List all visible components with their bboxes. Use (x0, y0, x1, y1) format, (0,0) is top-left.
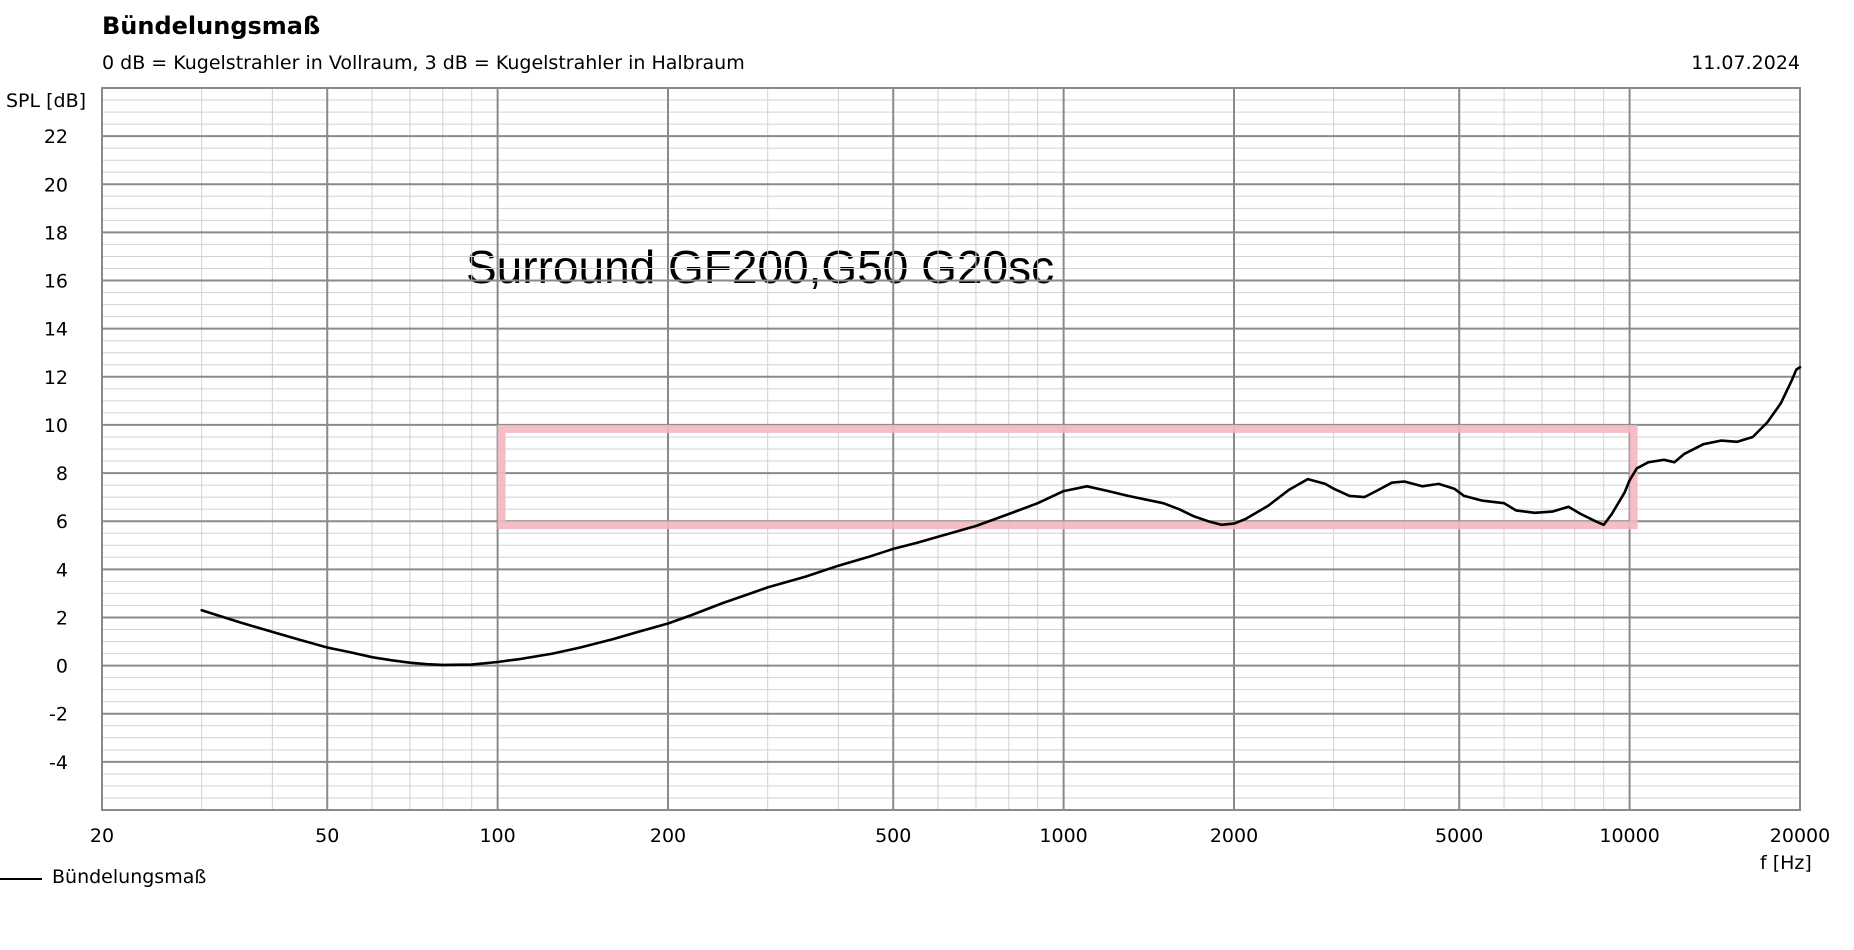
y-tick-label: 12 (44, 367, 68, 389)
series-layer (200, 365, 1802, 667)
y-tick-label: 20 (44, 174, 68, 196)
y-tick-label: 22 (44, 126, 68, 148)
x-tick-label: 50 (315, 825, 339, 847)
legend-entry: Bündelungsmaß (52, 866, 207, 888)
y-tick-label: 2 (56, 607, 68, 629)
x-axis-label: f [Hz] (1760, 852, 1812, 874)
minor-grid (102, 88, 1800, 810)
y-tick-label: 18 (44, 222, 68, 244)
x-tick-label: 5000 (1435, 825, 1483, 847)
x-tick-label: 500 (875, 825, 911, 847)
x-tick-label: 20000 (1770, 825, 1830, 847)
x-tick-label: 100 (479, 825, 515, 847)
y-tick-label: 8 (56, 463, 68, 485)
y-tick-label: -4 (49, 752, 68, 774)
x-tick-label: 1000 (1039, 825, 1087, 847)
y-tick-labels: -4 -2 0 2 4 6 8 10 12 14 16 18 20 22 (44, 126, 68, 774)
y-tick-label: 6 (56, 511, 68, 533)
x-tick-label: 20 (90, 825, 114, 847)
y-tick-label: 16 (44, 271, 68, 293)
y-tick-label: 4 (56, 559, 68, 581)
x-tick-label: 200 (650, 825, 686, 847)
chart-date: 11.07.2024 (1691, 52, 1800, 74)
y-tick-label: 10 (44, 415, 68, 437)
y-tick-label: 14 (44, 319, 68, 341)
chart-subtitle: 0 dB = Kugelstrahler in Vollraum, 3 dB =… (102, 52, 745, 74)
plot-frame (101, 87, 1801, 811)
series-line-0 (200, 365, 1802, 667)
target-range-box (497, 424, 1638, 530)
chart-title: Bündelungsmaß (102, 12, 321, 40)
legend-line-swatch (0, 878, 42, 880)
y-tick-label: 0 (56, 656, 68, 678)
chart-annotation: Surround GF200,G50 G20sc (466, 241, 1055, 293)
x-tick-label: 2000 (1210, 825, 1258, 847)
y-tick-label: -2 (49, 704, 68, 726)
x-tick-label: 10000 (1599, 825, 1659, 847)
x-tick-labels: 20 50 100 200 500 1000 2000 5000 10000 20000 (90, 825, 1830, 847)
y-axis-label: SPL [dB] (6, 90, 87, 112)
